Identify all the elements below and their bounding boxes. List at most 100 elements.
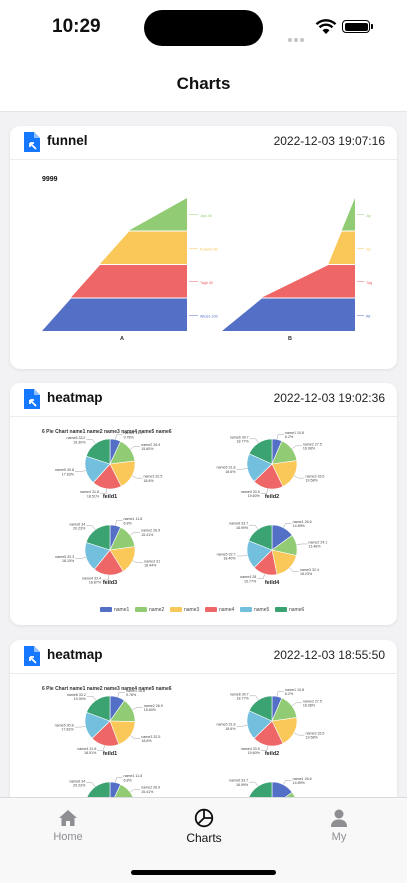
pie-label-line (130, 789, 141, 793)
pie-label-line (249, 695, 259, 701)
pie-slice-percent: 18.40% (223, 557, 236, 561)
pie-slice-percent: 14.89% (293, 524, 306, 528)
pie-slice-label: name6 33.2 (67, 693, 86, 697)
funnel-stage-label: Kuiwan 60 (200, 247, 218, 251)
pie-label-line (75, 556, 87, 559)
tab-charts[interactable]: Charts (136, 798, 272, 858)
chart-file-icon (24, 646, 40, 666)
pie-slice-label: name6 33.7 (229, 522, 248, 526)
signal-icon (288, 29, 310, 42)
funnel-category-label: A (120, 336, 124, 342)
pie-label-line (132, 560, 144, 563)
pie-slice-percent: 15.60% (141, 447, 154, 451)
pie-label-line (289, 567, 299, 572)
pie-slice-label: name6 33.2 (66, 436, 85, 440)
chart-card-funnel[interactable]: funnel 2022-12-03 19:07:16 9999 Jiyu 40 K… (10, 126, 397, 369)
pie-slice-label: name4 33.5 (241, 747, 260, 751)
pie-slice-label: name1 11.8 (124, 517, 143, 521)
chart-card-heatmap-1[interactable]: heatmap 2022-12-03 19:02:36 6 Pie Chart … (10, 383, 397, 625)
wifi-icon (315, 19, 337, 34)
pie-slice-percent: 20.23% (73, 783, 86, 787)
pie-label-line (115, 434, 123, 440)
pie-slice-percent: 18.51% (84, 751, 97, 755)
pie-label-line (260, 488, 268, 494)
pie-label-line (291, 445, 302, 449)
legend-label: name6 (289, 607, 305, 613)
pie-label-line (130, 532, 141, 536)
pie-slice-percent: 18.8% (143, 479, 154, 483)
pie-slice (248, 524, 273, 551)
pie-slice-label: name1 11.6 (124, 431, 143, 435)
pie-slice-label: name3 31 (144, 559, 160, 563)
pie-slice-percent: 20.23% (73, 526, 86, 530)
pie-label-line (86, 696, 96, 701)
card-title: heatmap (47, 647, 103, 662)
pie-label-line (283, 780, 292, 785)
pie-slice-percent: 18.8% (141, 739, 152, 743)
pie-slice-label: name5 31.8 (216, 466, 235, 470)
funnel-stage-label: Tagti 80 (200, 281, 213, 285)
chart-title: 6 Pie Chart name1 name2 name3 name4 name… (42, 686, 172, 692)
pie-label-line (276, 434, 285, 440)
pie-slice-percent: 18.6% (225, 470, 236, 474)
pie-slice-label: name2 26.9 (144, 704, 163, 708)
pie-name-label: feild2 (265, 751, 279, 757)
funnel-stage-label: Jiyu 40 (200, 214, 212, 218)
pie-slice-label: name6 34 (69, 779, 85, 783)
pie-slice-percent: 19.58% (305, 736, 318, 740)
tab-my[interactable]: My (271, 798, 407, 858)
pie-slice-label: name4 31.8 (80, 490, 99, 494)
pie-slice (85, 438, 111, 465)
pie-slice-percent: 14.89% (293, 781, 306, 785)
pie-slice-label: name4 33.4 (82, 576, 101, 580)
legend-swatch (240, 607, 252, 612)
pie-label-line (260, 745, 268, 751)
pie-label-line (117, 692, 126, 698)
pie-label-line (102, 574, 109, 581)
pie-slice-percent: 17.83% (61, 728, 74, 732)
tab-home[interactable]: Home (0, 798, 136, 858)
legend-swatch (170, 607, 182, 612)
pie-label-line (257, 573, 265, 579)
pie-slice-percent: 18.99% (236, 783, 249, 787)
battery-icon (342, 20, 373, 33)
chart-title: 9999 (42, 176, 58, 183)
pie-slice-percent: 18.77% (236, 696, 249, 700)
pie-name-label: feild1 (103, 494, 117, 500)
pie-slice-percent: 18.6% (225, 727, 236, 731)
pie-label-line (293, 732, 305, 736)
person-icon (331, 809, 347, 827)
card-header: heatmap 2022-12-03 18:55:50 (10, 640, 397, 674)
pie-slice (248, 438, 273, 465)
pie-slice-label: name2 26.9 (141, 443, 160, 447)
chart-file-icon (24, 389, 40, 409)
card-timestamp: 2022-12-03 19:02:36 (273, 391, 385, 405)
pie-slice-label: name5 31.8 (216, 723, 235, 727)
funnel-stage-label: Jiy (366, 214, 371, 218)
pie-slice-percent: 9.78% (124, 435, 135, 439)
status-bar: 10:29 (0, 0, 407, 56)
home-indicator (131, 870, 276, 875)
pie-label-line (75, 470, 86, 472)
pie-slice-label: name2 27.5 (303, 442, 322, 446)
funnel-stage-label: Alt (366, 314, 371, 318)
pie-slice-percent: 15.60% (144, 708, 157, 712)
card-header: heatmap 2022-12-03 19:02:36 (10, 383, 397, 417)
pie-slice-label: name4 28 (240, 575, 256, 579)
pie-slice-label: name5 32.3 (55, 555, 74, 559)
legend-label: name1 (114, 607, 130, 613)
pie-slice-percent: 18.15% (62, 559, 75, 563)
funnel-stage-label: Tag (366, 281, 372, 285)
pie-grid-chart: 6 Pie Chart name1 name2 name3 name4 name… (10, 417, 397, 625)
pie-slice-label: name1 10.8 (285, 688, 304, 692)
funnel-segment (100, 231, 187, 264)
pie-slice-percent: 18.23% (300, 572, 313, 576)
funnel-stage-label: Jiy (366, 247, 371, 251)
card-timestamp: 2022-12-03 19:07:16 (273, 134, 385, 148)
pie-slice-label: name3 32.5 (141, 735, 160, 739)
pie-label-line (249, 524, 259, 530)
pie-slice-label: name2 24.1 (308, 540, 327, 544)
pie-slice-percent: 19.30% (74, 697, 87, 701)
pie-slice-percent: 9.78% (126, 693, 137, 697)
pie-slice-label: name6 30.7 (230, 435, 249, 439)
